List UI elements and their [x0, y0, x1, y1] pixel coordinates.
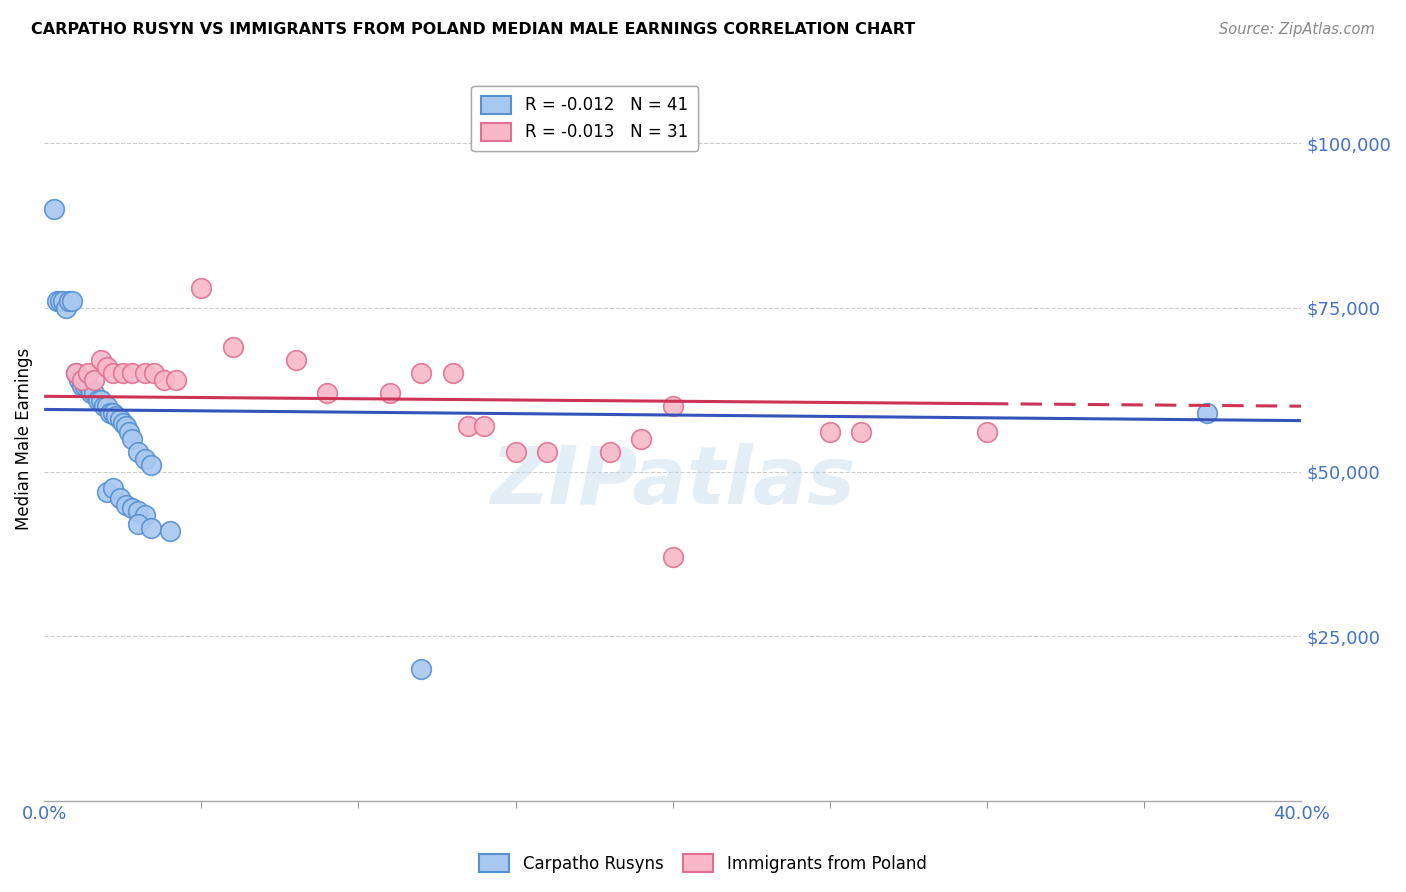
- Point: [139, 458, 162, 473]
- Point: [49, 293, 72, 308]
- Point: [599, 445, 621, 459]
- Point: [60, 293, 83, 308]
- Point: [73, 379, 96, 393]
- Point: [284, 353, 307, 368]
- Point: [118, 425, 141, 440]
- Point: [411, 662, 433, 676]
- Text: CARPATHO RUSYN VS IMMIGRANTS FROM POLAND MEDIAN MALE EARNINGS CORRELATION CHART: CARPATHO RUSYN VS IMMIGRANTS FROM POLAND…: [31, 22, 915, 37]
- Legend: Carpatho Rusyns, Immigrants from Poland: Carpatho Rusyns, Immigrants from Poland: [472, 847, 934, 880]
- Point: [114, 498, 136, 512]
- Point: [127, 504, 149, 518]
- Point: [65, 366, 87, 380]
- Point: [411, 366, 433, 380]
- Point: [1195, 406, 1218, 420]
- Point: [70, 373, 93, 387]
- Point: [165, 373, 187, 387]
- Point: [661, 399, 683, 413]
- Point: [378, 386, 401, 401]
- Point: [316, 386, 339, 401]
- Point: [976, 425, 998, 440]
- Point: [127, 445, 149, 459]
- Point: [108, 412, 131, 426]
- Point: [86, 392, 108, 407]
- Point: [661, 550, 683, 565]
- Point: [70, 379, 93, 393]
- Point: [90, 353, 112, 368]
- Point: [55, 301, 77, 315]
- Point: [103, 406, 125, 420]
- Point: [111, 366, 134, 380]
- Point: [143, 366, 166, 380]
- Point: [457, 418, 479, 433]
- Point: [221, 340, 243, 354]
- Point: [45, 293, 67, 308]
- Point: [536, 445, 558, 459]
- Point: [96, 484, 118, 499]
- Point: [93, 399, 115, 413]
- Point: [90, 392, 112, 407]
- Point: [96, 359, 118, 374]
- Text: Source: ZipAtlas.com: Source: ZipAtlas.com: [1219, 22, 1375, 37]
- Point: [134, 451, 156, 466]
- Point: [472, 418, 495, 433]
- Point: [159, 524, 181, 538]
- Point: [121, 366, 143, 380]
- Point: [114, 418, 136, 433]
- Point: [77, 379, 100, 393]
- Point: [83, 386, 105, 401]
- Point: [52, 293, 75, 308]
- Y-axis label: Median Male Earnings: Median Male Earnings: [15, 348, 32, 530]
- Point: [105, 409, 128, 423]
- Point: [98, 406, 121, 420]
- Point: [80, 386, 103, 401]
- Point: [42, 202, 65, 216]
- Point: [630, 432, 652, 446]
- Point: [67, 373, 90, 387]
- Point: [121, 432, 143, 446]
- Point: [108, 491, 131, 506]
- Point: [134, 508, 156, 522]
- Point: [65, 366, 87, 380]
- Point: [139, 521, 162, 535]
- Legend: R = -0.012   N = 41, R = -0.013   N = 31: R = -0.012 N = 41, R = -0.013 N = 31: [471, 86, 697, 152]
- Point: [103, 481, 125, 495]
- Point: [505, 445, 527, 459]
- Point: [190, 281, 212, 295]
- Point: [103, 366, 125, 380]
- Point: [134, 366, 156, 380]
- Point: [111, 416, 134, 430]
- Point: [96, 399, 118, 413]
- Point: [121, 501, 143, 516]
- Point: [83, 373, 105, 387]
- Text: ZIPatlas: ZIPatlas: [491, 443, 855, 522]
- Point: [152, 373, 174, 387]
- Point: [441, 366, 464, 380]
- Point: [58, 293, 80, 308]
- Point: [818, 425, 841, 440]
- Point: [77, 366, 100, 380]
- Point: [851, 425, 873, 440]
- Point: [127, 517, 149, 532]
